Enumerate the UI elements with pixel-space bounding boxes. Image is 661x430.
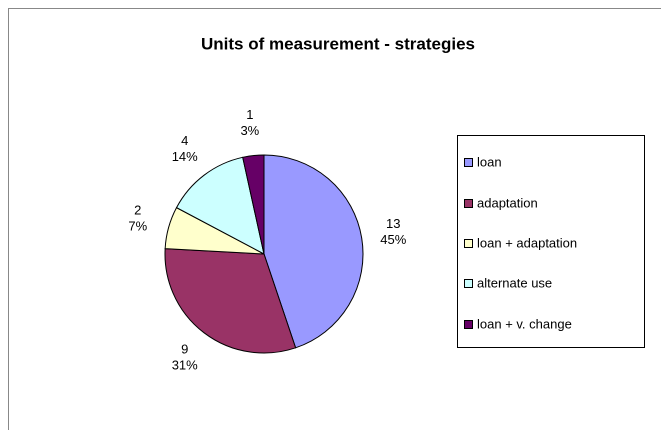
pie-slice (263, 154, 364, 349)
data-label-percent: 14% (172, 149, 198, 164)
chart-title: Units of measurement - strategies (201, 34, 475, 53)
data-label: 13 (386, 216, 400, 231)
legend-swatch (464, 239, 473, 248)
data-label: 2 (134, 202, 141, 217)
data-label: 9 (181, 342, 188, 357)
legend-swatch (464, 199, 473, 208)
legend-swatch (464, 158, 473, 167)
data-label-percent: 31% (172, 358, 198, 373)
pie-slice (242, 154, 265, 255)
pie-slice (175, 156, 265, 255)
legend-label: alternate use (477, 275, 552, 290)
data-label-percent: 3% (240, 123, 259, 138)
legend-label: loan (477, 154, 502, 169)
legend-label: loan + v. change (477, 316, 572, 331)
legend-swatch (464, 279, 473, 288)
legend-swatch (464, 320, 473, 329)
pie-slice (164, 248, 297, 354)
legend-box (457, 135, 645, 348)
data-label-percent: 45% (380, 232, 406, 247)
data-label: 4 (181, 133, 188, 148)
legend-label: loan + adaptation (477, 235, 577, 250)
data-label: 1 (246, 107, 253, 122)
legend-label: adaptation (477, 195, 538, 210)
data-label-percent: 7% (128, 218, 147, 233)
